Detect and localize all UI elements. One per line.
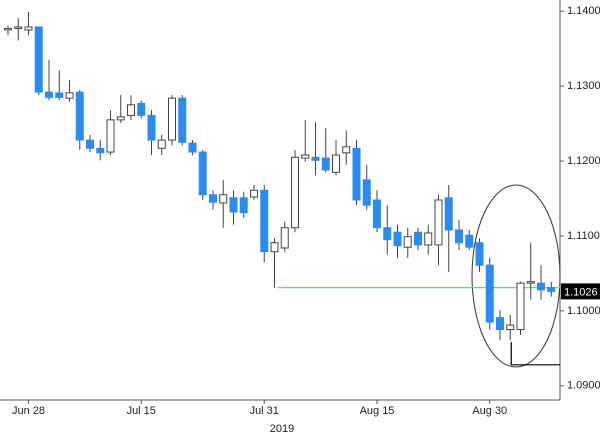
candle-body xyxy=(65,92,74,99)
candle-body xyxy=(485,264,494,323)
candle-body xyxy=(352,147,361,201)
candle-body xyxy=(424,232,433,246)
candle-body xyxy=(342,146,351,154)
candle-body xyxy=(373,199,381,229)
candle-body xyxy=(137,102,146,116)
candle-body xyxy=(455,229,463,244)
last-price-label: 1.1026 xyxy=(564,286,598,298)
candle-body xyxy=(157,139,166,149)
candle-body xyxy=(291,156,299,229)
candle-body xyxy=(209,194,217,203)
candle-body xyxy=(393,231,402,247)
candle-body xyxy=(239,197,248,214)
candle-body xyxy=(116,116,125,121)
y-tick-label: 1.1400 xyxy=(567,5,600,17)
x-tick-label: Jun 28 xyxy=(12,405,45,417)
candle-body xyxy=(106,119,115,153)
candle-body xyxy=(147,114,156,141)
candle-body xyxy=(34,26,43,93)
candle-body xyxy=(332,154,340,173)
candle-body xyxy=(24,26,33,31)
candle-body xyxy=(86,139,94,149)
candle-body xyxy=(178,97,187,143)
x-tick-label: Jul 15 xyxy=(127,405,156,417)
candle-body xyxy=(383,227,392,241)
candle-body xyxy=(96,147,105,154)
candle-body xyxy=(229,197,238,213)
candle-body xyxy=(547,287,556,292)
candle-body xyxy=(465,234,474,248)
x-tick-label: Jul 31 xyxy=(250,405,279,417)
candle-body xyxy=(444,197,453,231)
candle-body xyxy=(270,242,279,253)
candle-body xyxy=(55,92,64,98)
candle-body xyxy=(526,281,535,284)
candle-body xyxy=(301,154,310,159)
candle-body xyxy=(127,104,135,116)
candle-body xyxy=(260,189,269,253)
candle-body xyxy=(403,236,412,248)
highlight-ellipse xyxy=(471,184,561,368)
reference-line xyxy=(510,342,560,366)
candle-body xyxy=(506,324,515,331)
year-label: 2019 xyxy=(270,423,294,435)
candle-body xyxy=(537,282,545,291)
y-tick-label: 1.1100 xyxy=(567,230,600,242)
x-tick-label: Aug 15 xyxy=(360,405,395,417)
candle-body xyxy=(45,91,53,98)
y-tick-label: 1.1300 xyxy=(567,80,600,92)
y-tick-label: 1.1000 xyxy=(567,305,600,317)
candle-body xyxy=(4,27,12,31)
candle-body xyxy=(311,156,320,161)
candle-body xyxy=(496,317,504,331)
candle-body xyxy=(516,282,525,331)
candle-body xyxy=(475,242,484,266)
candle-body xyxy=(219,194,228,204)
candle-body xyxy=(362,179,371,206)
y-tick-label: 1.0900 xyxy=(567,380,600,392)
x-tick-label: Aug 30 xyxy=(472,405,507,417)
candle-body xyxy=(434,199,443,246)
y-tick-label: 1.1200 xyxy=(567,155,600,167)
candle-body xyxy=(250,189,258,198)
last-price-box xyxy=(561,283,600,300)
candle-body xyxy=(280,227,289,249)
candle-body xyxy=(14,26,23,29)
candle-body xyxy=(168,97,176,141)
candle-body xyxy=(75,91,84,141)
candle-body xyxy=(414,231,422,246)
candle-body xyxy=(188,142,197,153)
candle-body xyxy=(198,151,207,196)
candle-body xyxy=(321,157,330,171)
